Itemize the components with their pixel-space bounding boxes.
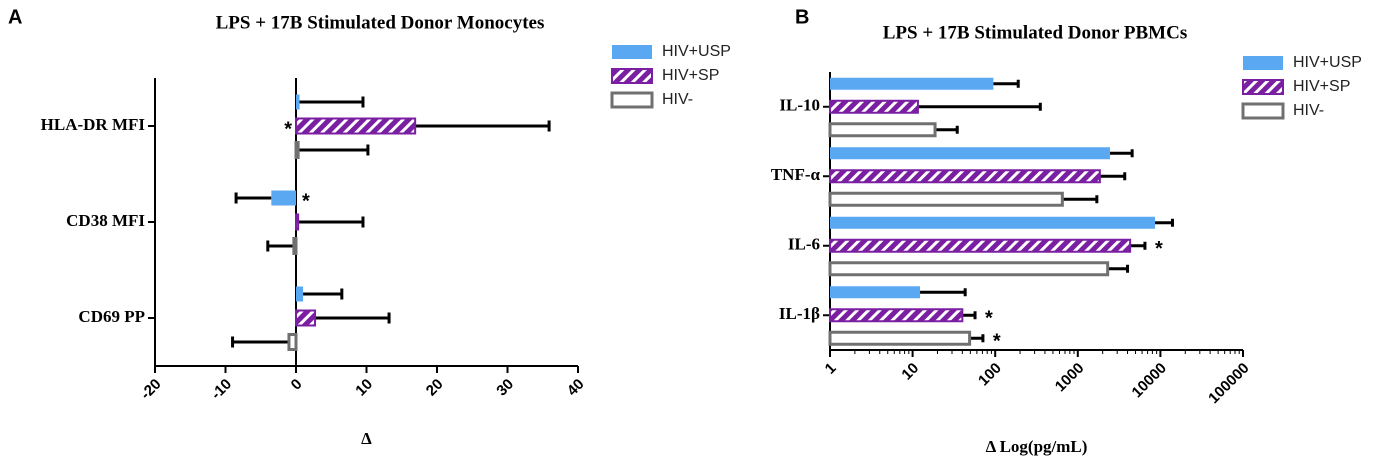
x-tick-label: 0: [288, 376, 306, 394]
bar: [295, 117, 417, 135]
x-tick-label: 100: [975, 360, 1005, 390]
bar: [829, 308, 964, 323]
legend-label: HIV+USP: [1293, 54, 1362, 71]
bar: [296, 94, 300, 110]
significance-star: *: [993, 331, 1001, 353]
legend-label: HIV+SP: [662, 67, 719, 84]
bar: [829, 99, 919, 114]
bar: [830, 77, 994, 90]
chart-title: LPS + 17B Stimulated Donor PBMCs: [883, 22, 1187, 43]
legend-label: HIV-: [1293, 102, 1324, 119]
bar: [287, 333, 298, 351]
bar: [828, 191, 1064, 207]
y-tick-label: CD38 MFI: [66, 211, 145, 230]
significance-star: *: [1155, 238, 1163, 260]
legend-swatch: [1241, 102, 1285, 120]
x-tick-label: 10: [352, 376, 376, 400]
chart-title: LPS + 17B Stimulated Donor Monocytes: [216, 12, 545, 33]
bar: [828, 330, 972, 346]
legend-swatch: [611, 68, 653, 84]
x-tick-label: 20: [423, 376, 447, 400]
y-tick-label: IL-10: [779, 96, 820, 115]
y-tick-label: HLA-DR MFI: [41, 115, 146, 134]
bar: [295, 213, 300, 231]
legend-label: HIV+SP: [1293, 78, 1350, 95]
legend-swatch: [610, 91, 654, 109]
bar: [294, 141, 300, 159]
bar: [295, 309, 317, 327]
significance-star: *: [284, 118, 292, 140]
x-tick-label: 10000: [1129, 360, 1171, 402]
panel-letter: B: [795, 6, 809, 28]
bar: [271, 190, 296, 206]
panel-letter: A: [8, 6, 22, 28]
legend-swatch: [1243, 56, 1283, 70]
x-tick-label: 100000: [1205, 360, 1252, 407]
x-tick-label: -10: [208, 376, 235, 403]
x-tick-label: -20: [137, 376, 164, 403]
y-tick-label: TNF-α: [771, 165, 821, 184]
y-tick-label: IL-1β: [779, 304, 820, 323]
bar: [292, 237, 298, 255]
x-tick-label: 1: [822, 360, 840, 378]
bar: [828, 261, 1110, 277]
x-axis-label: Δ Log(pg/mL): [986, 437, 1088, 456]
x-tick-label: 1000: [1052, 360, 1088, 396]
bar: [830, 147, 1110, 160]
x-tick-label: 10: [898, 360, 922, 384]
significance-star: *: [985, 308, 993, 330]
legend-label: HIV-: [662, 91, 693, 108]
y-tick-label: IL-6: [788, 235, 820, 254]
y-tick-label: CD69 PP: [78, 307, 145, 326]
bar: [829, 169, 1101, 184]
legend-swatch: [1242, 79, 1284, 95]
significance-star: *: [302, 190, 310, 212]
legend-swatch: [612, 45, 652, 59]
bar: [296, 286, 304, 302]
legend-label: HIV+USP: [662, 43, 731, 60]
bar: [830, 286, 921, 299]
x-tick-label: 30: [493, 376, 517, 400]
bar: [830, 216, 1155, 229]
bar: [829, 238, 1132, 253]
x-axis-label: Δ: [361, 429, 372, 448]
bar: [828, 122, 937, 138]
x-tick-label: 40: [564, 376, 588, 400]
